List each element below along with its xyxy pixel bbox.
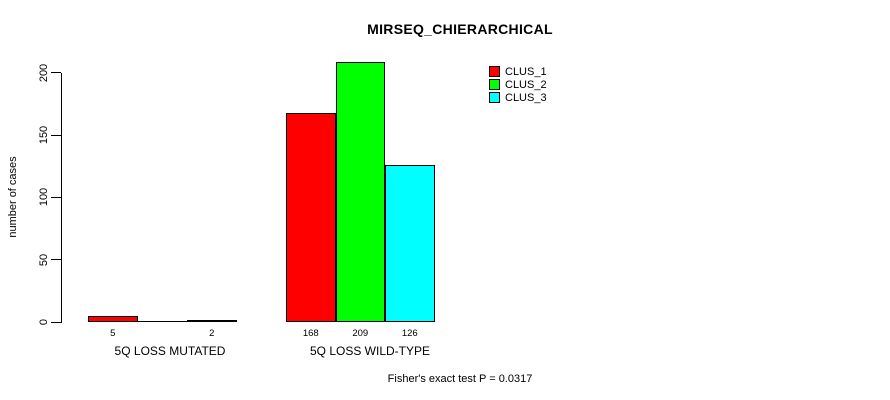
bar-clus-1-group1 [88,315,138,322]
legend-label-clus-3: CLUS_3 [505,91,547,104]
category-label-mutated: 5Q LOSS MUTATED [114,344,226,358]
chart-title: MIRSEQ_CHIERARCHICAL [367,21,553,37]
legend-swatch-clus-3 [489,92,500,103]
y-axis-line [61,72,62,323]
bar-value-label: 2 [209,328,215,339]
y-axis-tick-label: 0 [38,318,50,326]
y-axis-title: number of cases [7,156,19,238]
bar-clus-1-group2 [286,112,336,322]
legend-item-clus-2: CLUS_2 [489,78,547,91]
y-axis-tick [51,321,61,323]
bar-clus-2-group2 [335,61,385,322]
legend: CLUS_1 CLUS_2 CLUS_3 [489,66,547,105]
legend-item-clus-1: CLUS_1 [489,65,547,78]
y-axis-tick-label: 200 [38,63,50,83]
y-axis-tick-label: 100 [38,188,50,207]
bar-value-label: 209 [352,328,369,339]
y-axis-tick-label: 50 [38,253,50,266]
bar-value-label: 168 [302,328,319,339]
legend-swatch-clus-2 [489,79,500,90]
legend-swatch-clus-1 [489,66,500,77]
legend-item-clus-3: CLUS_3 [489,91,547,104]
bar-clus-3-group2 [385,165,435,322]
bar-value-label: 126 [401,328,418,339]
y-axis-tick [51,72,61,74]
legend-label-clus-2: CLUS_2 [505,78,547,91]
bar-value-label: 5 [110,328,116,339]
fisher-test-annotation: Fisher's exact test P = 0.0317 [387,373,533,385]
y-axis-tick [51,134,61,136]
y-axis-tick [51,196,61,198]
category-label-wild-type: 5Q LOSS WILD-TYPE [309,344,431,358]
legend-label-clus-1: CLUS_1 [505,65,547,78]
y-axis-tick [51,259,61,261]
bar-clus-2-group1 [137,321,187,322]
y-axis-tick-label: 150 [38,125,50,145]
bar-clus-3-group1 [187,319,237,322]
